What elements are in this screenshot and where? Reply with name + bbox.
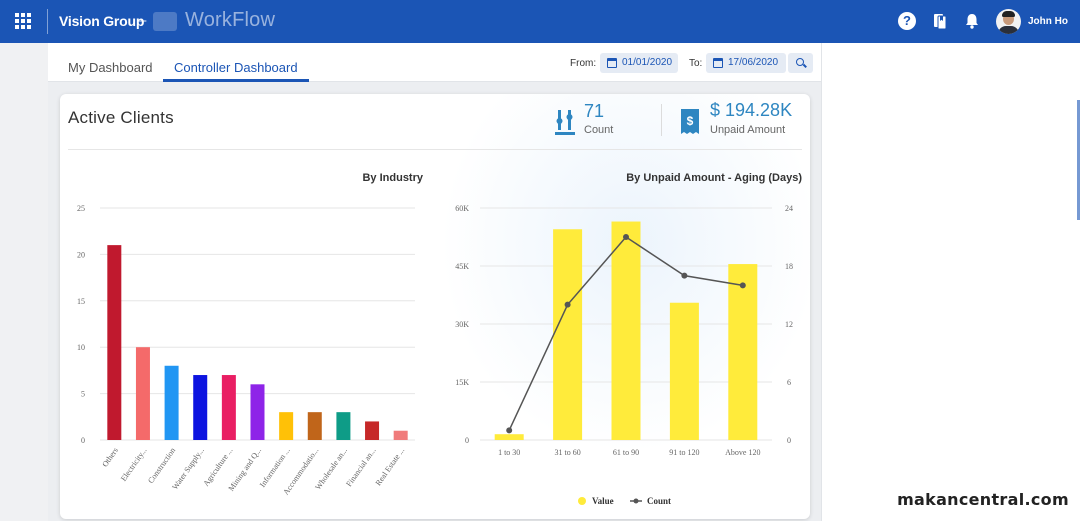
value-bar-3 [611,221,641,440]
search-icon [796,58,804,66]
x-tick-label: Agriculture ... [201,446,234,488]
kpi-count-label: Count [584,124,614,136]
date-search-button[interactable] [788,53,813,73]
to-date-value: 17/06/2020 [728,57,779,68]
x-tick-label: 31 to 60 [554,448,580,457]
count-point-1 [506,427,513,434]
brand-separator: – [138,12,147,29]
kpi-separator [661,104,662,136]
invoice-dollar-icon: $ [681,109,699,134]
x-tick-label: Real Estate ... [374,446,407,487]
y-right-tick-label: 6 [787,378,791,387]
user-name[interactable]: John Ho [1028,16,1068,27]
top-bar: Vision Group – WorkFlow ? John Ho [0,0,1080,43]
help-icon[interactable]: ? [898,12,916,30]
legend-count-marker [633,498,639,504]
bar-6 [250,384,265,440]
y-right-tick-label: 24 [785,204,793,213]
tab-controller-dashboard[interactable]: Controller Dashboard [174,60,298,75]
count-point-3 [623,234,629,240]
active-tab-indicator [163,79,309,82]
count-point-5 [739,282,746,289]
calendar-icon [607,58,617,68]
kpi-unpaid-value: $ 194.28K [710,100,793,120]
topbar-divider [47,9,48,34]
product-name: WorkFlow [185,9,276,31]
legend-value-marker [578,497,586,505]
y-left-tick-label: 30K [455,320,469,329]
to-label: To: [689,58,703,69]
from-label: From: [570,58,597,69]
brand-name: Vision Group [59,13,145,29]
apps-grid-icon[interactable] [15,13,31,29]
x-tick-label: Electricity... [119,446,149,483]
legend-count-label: Count [647,496,671,506]
value-bar-1 [494,434,524,440]
value-bar-4 [669,302,699,440]
bar-11 [393,430,408,440]
legend-value-label: Value [592,496,614,506]
kpi-count-value: 71 [584,101,605,121]
x-tick-label: 91 to 120 [669,448,699,457]
y-left-tick-label: 45K [455,262,469,271]
bar-10 [365,421,380,440]
x-tick-label: 61 to 90 [613,448,639,457]
chart-title-aging: By Unpaid Amount - Aging (Days) [626,172,802,184]
count-point-4 [681,272,688,279]
x-tick-label: Others [100,446,120,469]
card-divider [68,149,802,150]
calendar-icon [713,58,723,68]
y-tick-label: 0 [81,436,85,445]
count-point-2 [564,301,571,308]
y-tick-label: 15 [77,297,85,306]
tab-my-dashboard[interactable]: My Dashboard [68,60,153,75]
value-bar-5 [728,264,758,440]
x-tick-label: Above 120 [725,448,760,457]
from-date-picker[interactable]: 01/01/2020 [600,53,678,73]
bar-7 [279,412,294,440]
from-date-value: 01/01/2020 [622,57,673,68]
y-left-tick-label: 15K [455,378,469,387]
dashboard-tabs-bar: My Dashboard Controller Dashboard From: … [48,43,821,82]
value-bar-2 [553,229,583,440]
bar-4 [193,375,208,440]
bookmarks-icon[interactable] [931,12,949,30]
to-date-picker[interactable]: 17/06/2020 [706,53,786,73]
y-right-tick-label: 0 [787,436,791,445]
y-left-tick-label: 0 [465,436,469,445]
y-right-tick-label: 12 [785,320,793,329]
bar-9 [336,412,351,440]
x-tick-label: 1 to 30 [498,448,520,457]
y-tick-label: 10 [77,343,85,352]
bar-2 [135,347,150,440]
card-title: Active Clients [68,108,174,127]
bar-5 [221,375,236,440]
svg-text:$: $ [687,114,694,128]
bell-icon[interactable] [963,12,981,30]
y-left-tick-label: 60K [455,204,469,213]
count-gauge-icon [555,110,575,135]
bar-8 [307,412,322,440]
y-right-tick-label: 18 [785,262,793,271]
right-panel [821,43,1080,521]
avatar[interactable] [996,9,1021,34]
bar-1 [107,245,122,440]
x-tick-label: Construction [146,446,177,485]
chart-title-industry: By Industry [362,172,423,184]
y-tick-label: 5 [81,390,85,399]
bar-3 [164,365,179,440]
kpi-unpaid-label: Unpaid Amount [710,124,786,136]
active-clients-card: Active Clients 71 Count $ $ 194.28K Unpa… [60,94,810,519]
scrollbar[interactable] [1077,100,1080,220]
y-tick-label: 20 [77,250,85,259]
watermark: makancentral.com [893,485,1073,515]
y-tick-label: 25 [77,204,85,213]
charts-area: By Industry 0 5 10 15 20 25 Others Electricity..… [77,172,802,506]
workflow-logo-icon [153,12,177,31]
left-gutter [0,43,48,521]
